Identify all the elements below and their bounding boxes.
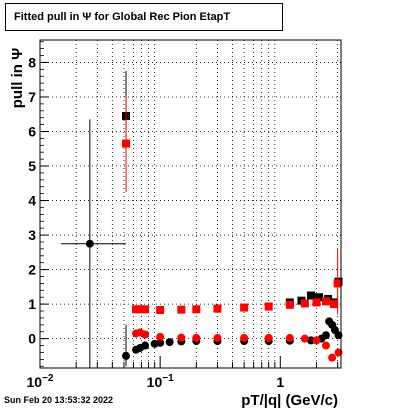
axes: 0 1 2 3 4 5 6 7 8 10−2 10−1 1 bbox=[27, 41, 339, 390]
data-point bbox=[321, 331, 330, 340]
data-point bbox=[165, 338, 174, 347]
y-tick-label: 4 bbox=[28, 193, 36, 209]
data-point bbox=[321, 341, 330, 350]
data-point bbox=[240, 333, 249, 342]
x-tick-label: 1 bbox=[276, 374, 284, 390]
data-point bbox=[285, 333, 294, 342]
data-point bbox=[334, 331, 343, 340]
data-point bbox=[321, 297, 330, 306]
data-point bbox=[240, 303, 249, 312]
data-point bbox=[306, 291, 315, 300]
series-3 bbox=[122, 95, 342, 315]
data-point bbox=[285, 300, 294, 309]
data-point bbox=[312, 298, 321, 307]
y-tick-label: 2 bbox=[28, 262, 36, 278]
x-tick-label: 10−2 bbox=[27, 373, 54, 390]
y-tick-label: 3 bbox=[28, 227, 36, 243]
data-point bbox=[136, 305, 145, 314]
y-axis-title: pull in Ψ bbox=[9, 48, 26, 108]
data-point bbox=[334, 348, 343, 357]
data-point bbox=[306, 336, 315, 345]
plot-frame bbox=[39, 39, 342, 369]
y-tick-label: 5 bbox=[28, 158, 36, 174]
data-point bbox=[177, 333, 186, 342]
y-tick-label: 1 bbox=[28, 296, 36, 312]
y-tick-label: 0 bbox=[28, 331, 36, 347]
data-point bbox=[122, 351, 131, 360]
data-point bbox=[213, 333, 222, 342]
series-2 bbox=[132, 328, 343, 362]
data-point bbox=[192, 333, 201, 342]
data-point bbox=[300, 299, 309, 308]
chart-title: Fitted pull in Ψ for Global Rec Pion Eta… bbox=[14, 11, 231, 23]
timestamp: Sun Feb 20 13:53:32 2022 bbox=[4, 395, 114, 405]
data-point bbox=[192, 305, 201, 314]
data-point bbox=[156, 305, 165, 314]
data-point bbox=[156, 338, 165, 347]
data-point bbox=[141, 305, 150, 314]
data-point bbox=[264, 302, 273, 311]
data-point bbox=[141, 341, 150, 350]
data-point bbox=[333, 279, 342, 288]
data-point bbox=[213, 304, 222, 313]
data-point bbox=[300, 334, 309, 343]
data-point bbox=[328, 353, 337, 362]
data-point bbox=[264, 333, 273, 342]
data-point bbox=[156, 332, 165, 341]
data-point bbox=[315, 293, 324, 302]
data-point bbox=[141, 330, 150, 339]
x-tick-label: 10−1 bbox=[147, 373, 174, 390]
data-point bbox=[330, 300, 339, 309]
y-tick-label: 7 bbox=[28, 89, 36, 105]
data-point bbox=[177, 305, 186, 314]
data-series bbox=[61, 71, 343, 368]
title-box: Fitted pull in Ψ for Global Rec Pion Eta… bbox=[5, 3, 283, 31]
y-tick-label: 8 bbox=[28, 54, 36, 70]
x-axis-title: pT/|q| (GeV/c) bbox=[241, 392, 338, 409]
grid bbox=[40, 40, 341, 368]
series-0 bbox=[61, 119, 343, 368]
data-point bbox=[122, 139, 131, 148]
data-point bbox=[85, 239, 94, 248]
data-point bbox=[312, 336, 321, 345]
y-tick-label: 6 bbox=[28, 123, 36, 139]
